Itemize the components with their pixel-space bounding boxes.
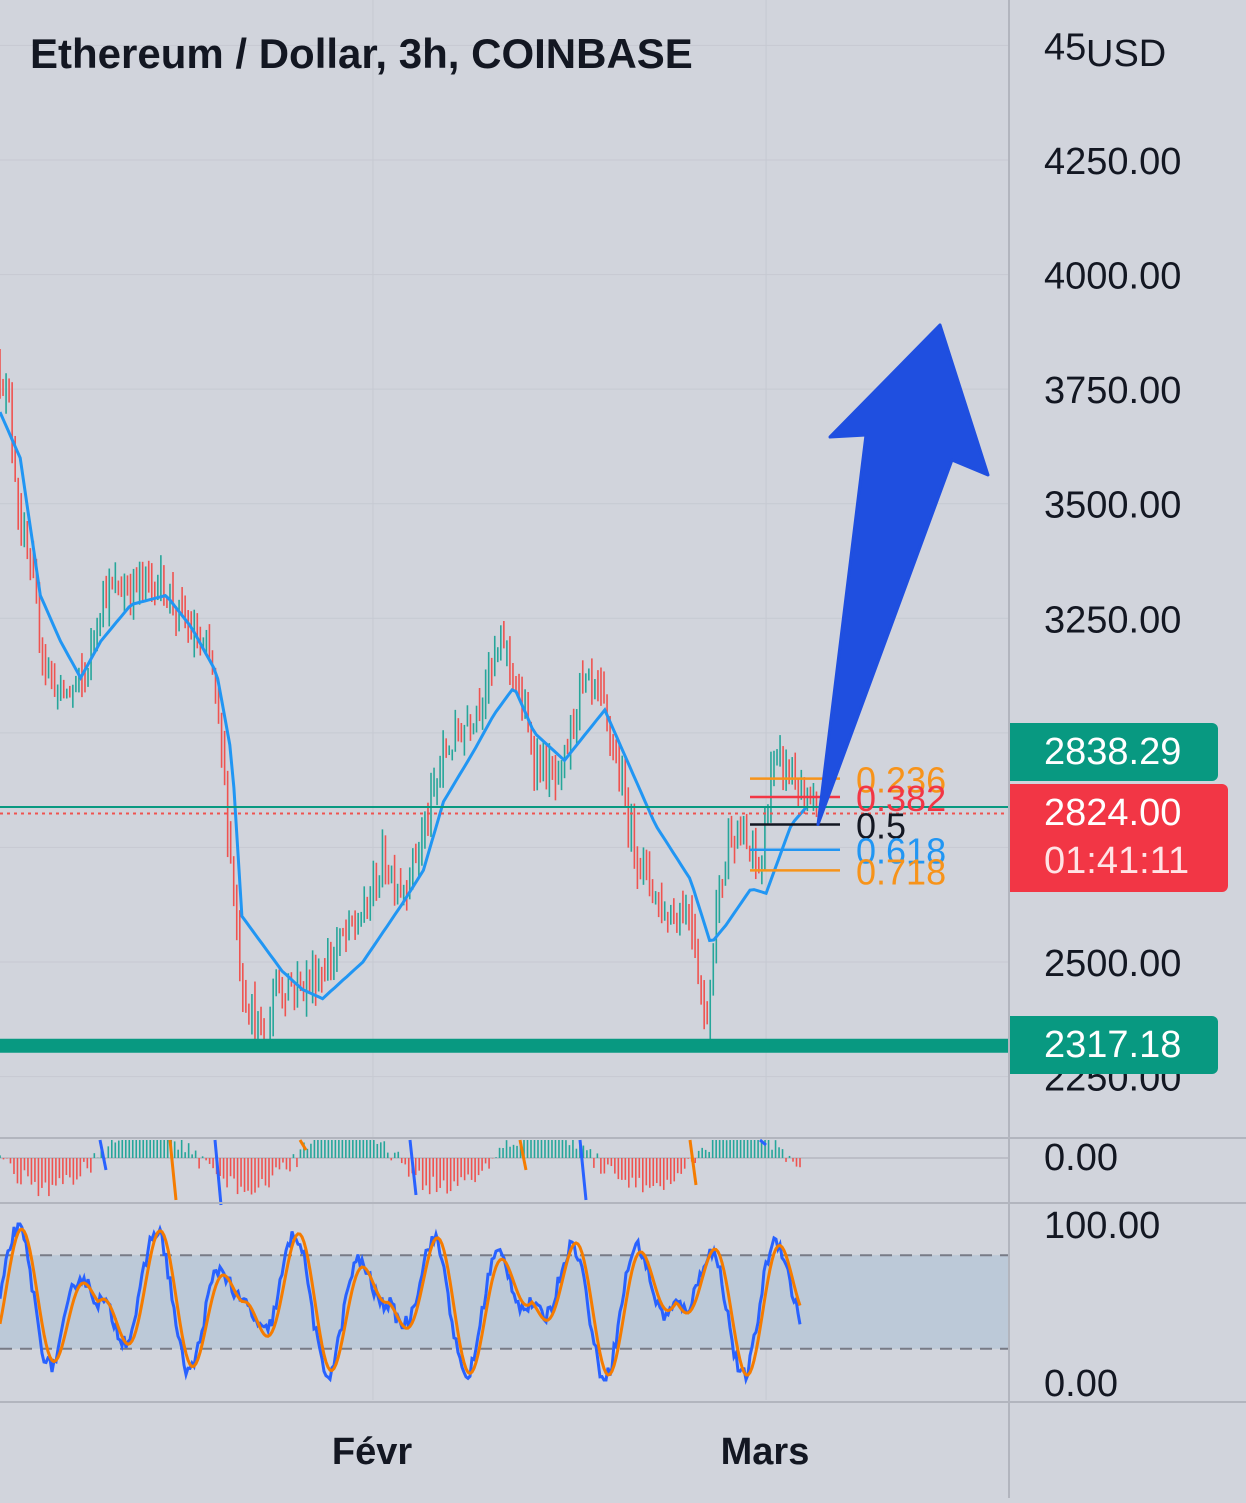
price-tick-label: 2500.00 <box>1044 943 1181 985</box>
axes: 4250.00 4000.00 3750.00 3500.00 3250.00 2500.… <box>332 0 1181 1498</box>
bar-countdown: 01:41:11 <box>1044 840 1190 882</box>
price-tick-label: 3250.00 <box>1044 599 1181 641</box>
fib-label-0-718: 0.718 <box>856 851 946 892</box>
last-price-badge: 2824.00 01:41:11 <box>1010 784 1228 892</box>
stoch-band-fill <box>0 1255 1008 1349</box>
ma-line <box>0 411 808 1001</box>
macd-line-segment <box>759 1138 767 1147</box>
arrow-shape <box>816 323 990 827</box>
grid <box>0 0 1008 1400</box>
macd-line-segment <box>408 1139 418 1196</box>
support-price-value: 2317.18 <box>1044 1024 1182 1066</box>
macd-line-segment <box>688 1139 698 1186</box>
last-price-value: 2824.00 <box>1044 792 1182 834</box>
currency-label: USD <box>1086 33 1166 75</box>
time-tick-label: Mars <box>721 1431 810 1473</box>
macd-line-segment <box>168 1139 178 1201</box>
candles <box>0 349 818 1050</box>
stoch-d-line <box>0 1227 802 1377</box>
price-tick-label: 3750.00 <box>1044 370 1181 412</box>
stoch-axis-top: 100.00 <box>1044 1205 1160 1247</box>
macd-pane <box>0 1137 1246 1206</box>
price-tick-label: 3500.00 <box>1044 485 1181 527</box>
fib-label-0-382: 0.382 <box>856 778 946 819</box>
price-tick-label-partial: 45 <box>1044 26 1086 68</box>
macd-line-segment <box>98 1139 108 1171</box>
price-tick-label: 4250.00 <box>1044 141 1181 183</box>
ma-price-value: 2838.29 <box>1044 731 1182 773</box>
stoch-axis-bottom: 0.00 <box>1044 1363 1118 1405</box>
price-tick-label: 4000.00 <box>1044 256 1181 298</box>
time-tick-label: Févr <box>332 1431 412 1473</box>
support-price-badge: 2317.18 <box>1010 1016 1218 1074</box>
macd-line-segment <box>213 1139 223 1206</box>
stochastic-pane <box>0 1202 1246 1403</box>
fib-label-0-5: 0.5 <box>856 806 906 847</box>
ma-price-badge: 2838.29 <box>1010 723 1218 781</box>
macd-line-segment <box>298 1139 308 1151</box>
projection-arrow[interactable] <box>816 323 990 827</box>
chart-title: Ethereum / Dollar, 3h, COINBASE <box>30 30 693 77</box>
macd-line-segment <box>578 1139 588 1201</box>
macd-line-segment <box>518 1139 528 1171</box>
levels <box>0 805 1008 1053</box>
macd-axis-label: 0.00 <box>1044 1137 1118 1179</box>
fib-label-0-618: 0.618 <box>856 831 946 872</box>
fib-label-0-236: 0.236 <box>856 760 946 801</box>
moving-average <box>0 411 808 1001</box>
